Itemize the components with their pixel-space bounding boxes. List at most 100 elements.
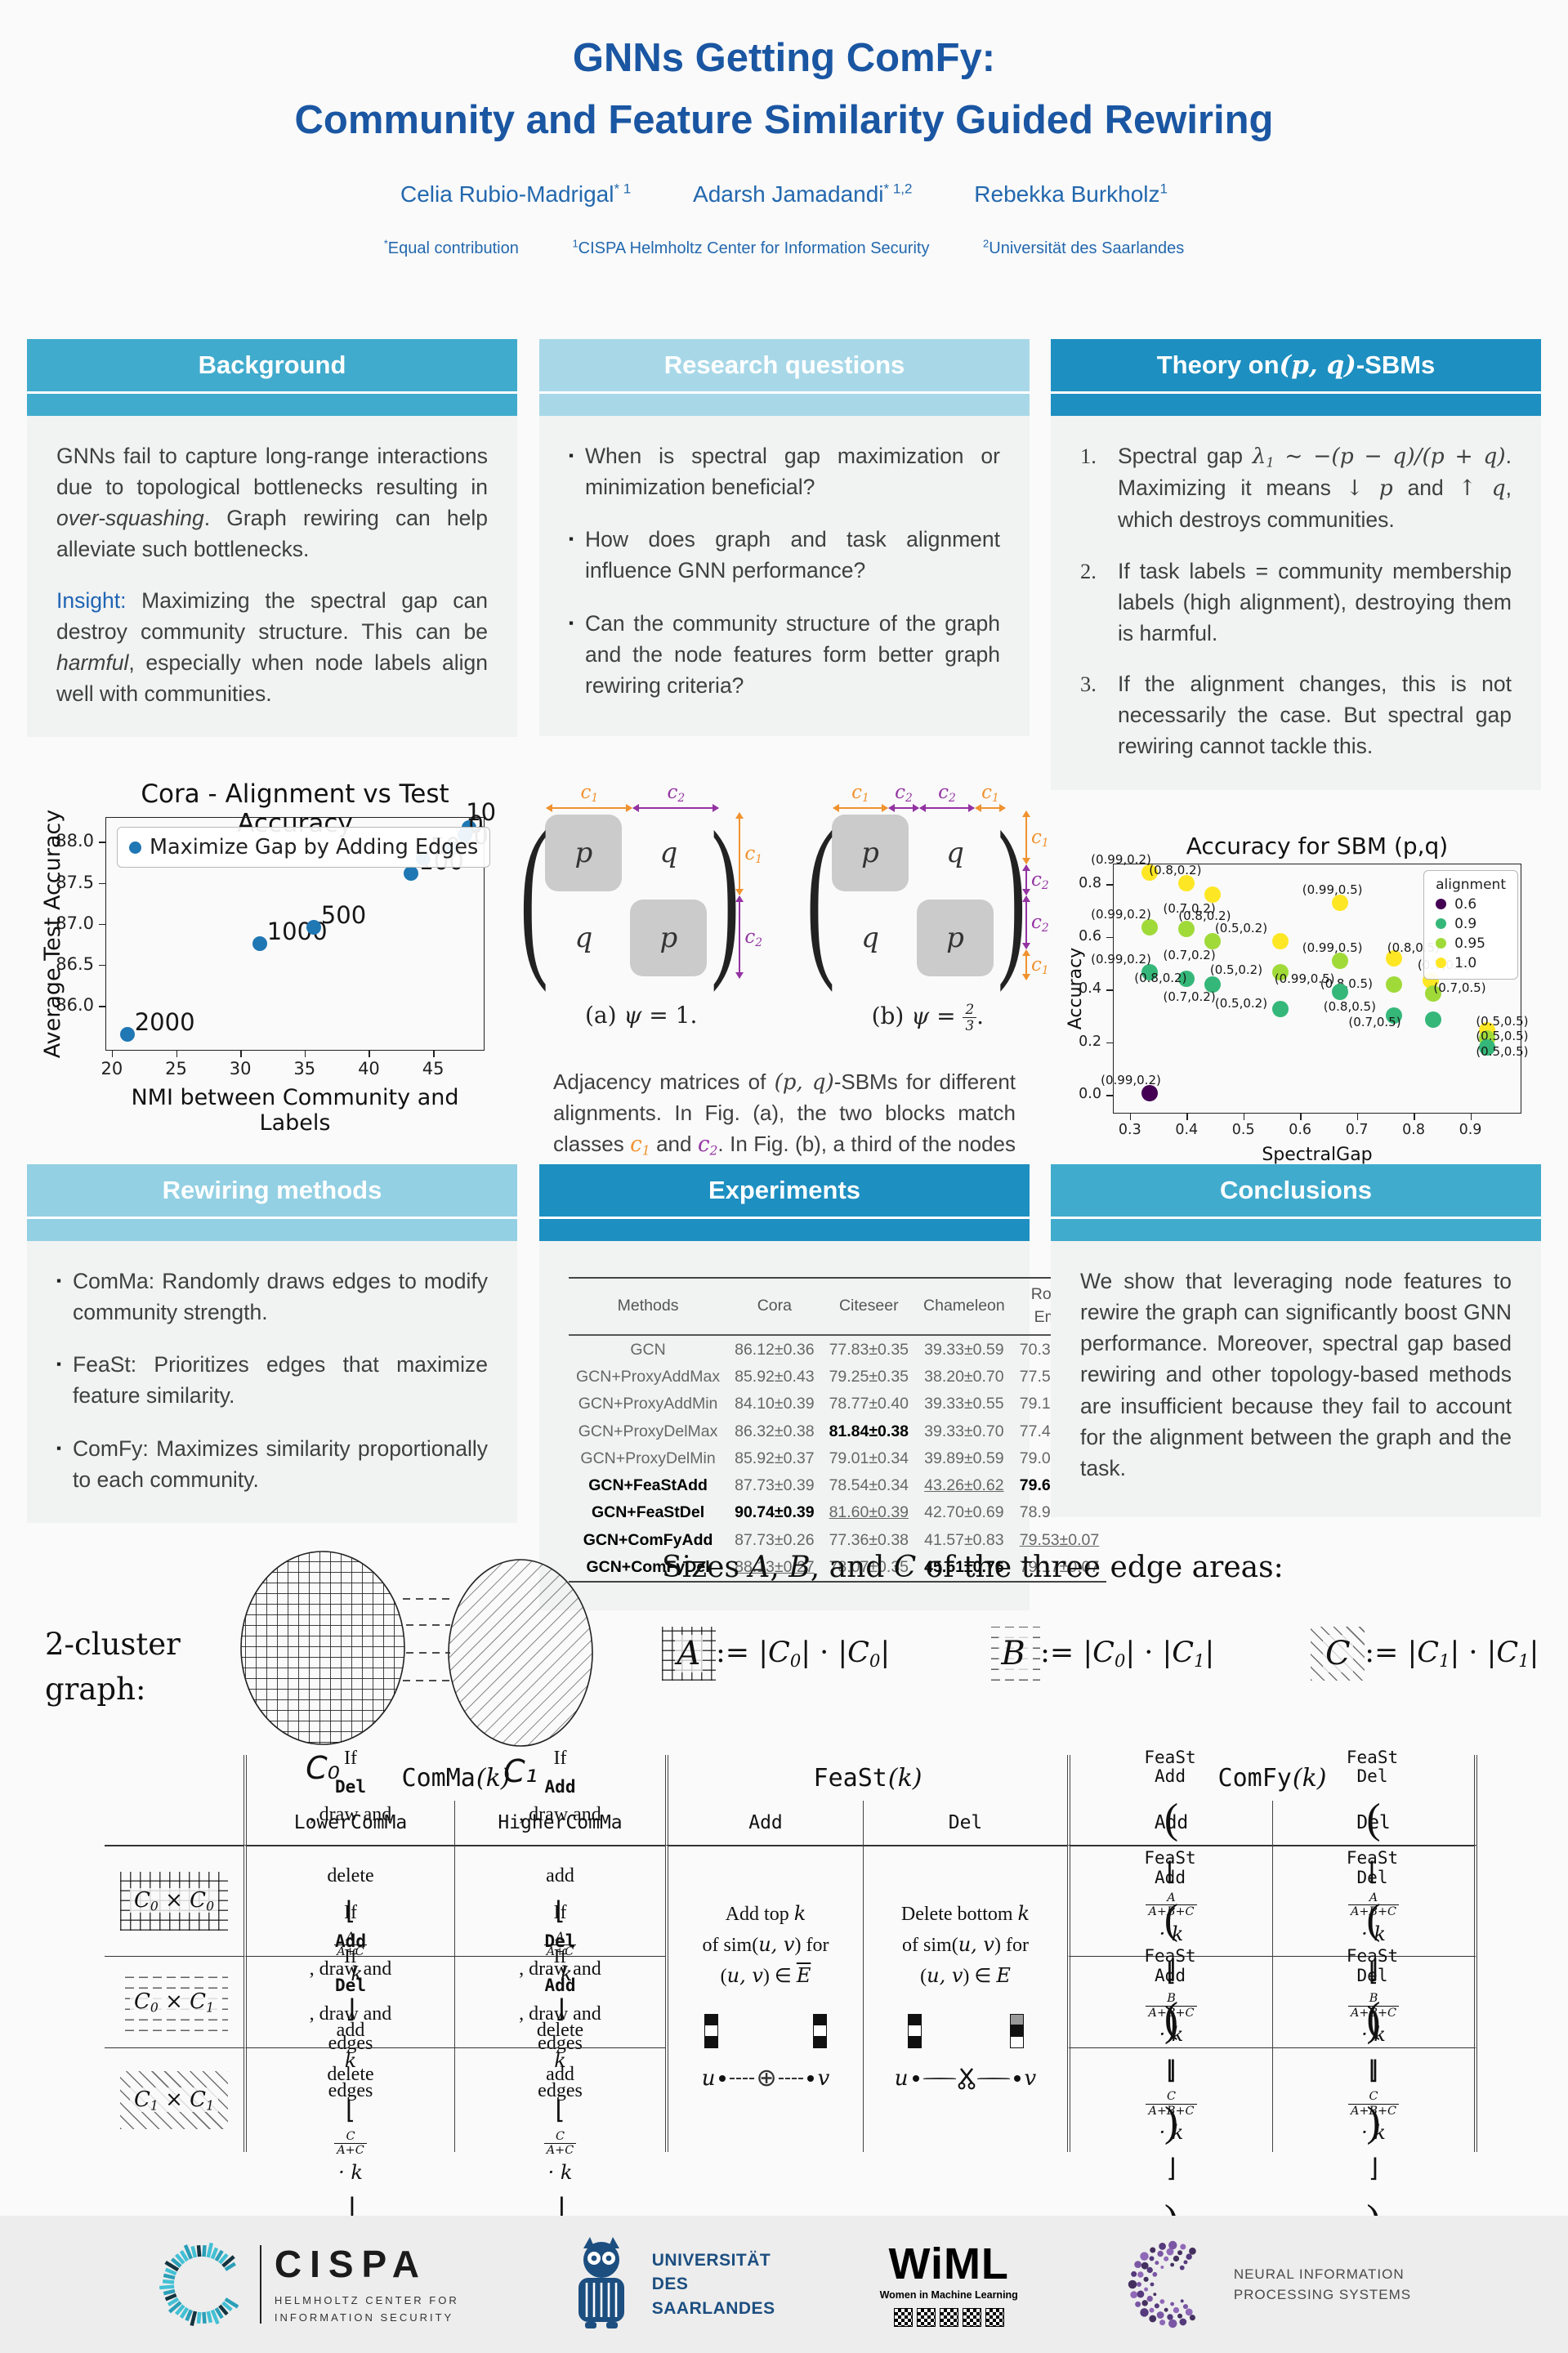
- block-matrix: p q q p: [828, 810, 998, 980]
- h-arrow: [833, 804, 888, 813]
- data-point: [1385, 976, 1402, 993]
- data-point: [119, 1027, 135, 1043]
- section-title: Background: [27, 339, 517, 391]
- y-axis-label: Average Test Accuracy: [40, 810, 65, 1059]
- h-arrow: [888, 804, 919, 813]
- section-research-questions: Research questions ▪ When is spectral gap…: [539, 339, 1030, 736]
- axis-tick: [433, 1051, 435, 1058]
- h-arrow: [632, 804, 720, 813]
- tick-label: 88.0: [56, 831, 94, 851]
- data-point: [1178, 921, 1195, 938]
- background-insight: Insight: Maximizing the spectral gap can…: [56, 587, 488, 707]
- sbm-accuracy-chart: Accuracy for SBM (p,q) 0.3 0.4 0.5 0.6 0.7 0.8…: [1051, 823, 1531, 1181]
- legend-label: 1.0: [1454, 954, 1477, 971]
- data-point: [1141, 919, 1159, 936]
- bullet-icon: ▪: [569, 448, 574, 463]
- chart-title: Cora - Alignment vs Test Accuracy: [141, 779, 449, 839]
- tick-label: 87.5: [56, 872, 94, 892]
- table-row: GCN+ProxyAddMin 84.10±0.39 78.77±0.40 39.33…: [578, 1395, 1100, 1413]
- author-list: Celia Rubio-Madrigal* 1 Adarsh Jamadandi…: [0, 181, 1568, 208]
- affiliation: *Equal contribution: [383, 237, 519, 257]
- point-label: (0.8,0.5): [1323, 999, 1376, 1015]
- legend-item: 1.0: [1436, 953, 1506, 973]
- data-point: [1425, 985, 1442, 1002]
- dashed-swatch: B: [986, 1627, 1041, 1681]
- axis-tick: [1129, 1113, 1132, 1120]
- column-header: Cora: [727, 1278, 822, 1337]
- feast-del-cell: Delete bottom k of sim(u, v) for (u, v) ∈ …: [863, 1845, 1067, 2152]
- legend-item: Maximize Gap by Adding Edges: [129, 833, 478, 861]
- h-arrow: [546, 804, 633, 813]
- inter-cluster-edges: [402, 1598, 452, 1681]
- data-point: [1178, 874, 1195, 891]
- header-strip: [539, 1217, 1030, 1241]
- scissors-icon: [958, 2068, 975, 2090]
- tick-label: 0.2: [1079, 1033, 1101, 1050]
- research-bullet: ▪ When is spectral gap maximization or mi…: [569, 440, 1000, 502]
- rewiring-bullet: ▪ FeaSt: Prioritizes edges that maximize …: [56, 1349, 488, 1411]
- data-point: [1331, 984, 1348, 1001]
- comma-cell: If Del, draw and delete k edges: [454, 1902, 665, 2101]
- header-strip: [539, 391, 1030, 416]
- cluster-figure-label: 2-cluster graph:: [45, 1626, 181, 1708]
- h-arrow: [975, 804, 1006, 813]
- conclusions-body: We show that leveraging node features to…: [1051, 1241, 1541, 1517]
- legend-label: 0.9: [1454, 915, 1477, 932]
- header-strip: [27, 391, 517, 416]
- diagonal-swatch: C: [1311, 1627, 1365, 1681]
- formula-A: A := |C0| · |C0|: [662, 1627, 890, 1681]
- feature-vector: [1009, 2013, 1024, 2048]
- h-arrow: [919, 804, 975, 813]
- c1-label: c1: [580, 782, 599, 805]
- table-row: GCN+ProxyDelMin 85.92±0.37 79.01±0.34 39.89…: [580, 1449, 1099, 1467]
- node-icon: [806, 2075, 814, 2083]
- chart-legend: alignment 0.6 0.9 0.95 1.0: [1423, 869, 1518, 980]
- header-strip: [27, 1217, 517, 1241]
- point-label: 500: [320, 900, 367, 929]
- affiliation: 2Universität des Saarlandes: [983, 237, 1185, 257]
- section-rewiring-methods: Rewiring methods ▪ ComMa: Randomly draws …: [27, 1164, 517, 1523]
- axis-tick: [99, 964, 105, 967]
- section-title: Theory on (p, q) -SBMs: [1051, 339, 1541, 391]
- legend-swatch: [129, 841, 141, 854]
- point-label: (0.99,0.5): [1302, 940, 1363, 955]
- bullet-icon: ▪: [56, 1440, 62, 1456]
- point-label: (0.99,0.2): [1091, 851, 1151, 867]
- axis-tick: [1186, 1113, 1188, 1120]
- p-block: p: [832, 815, 909, 892]
- data-point: [1425, 1011, 1442, 1029]
- c1-label: c1: [744, 842, 762, 866]
- data-point: [404, 866, 419, 882]
- column-header: Chameleon: [916, 1278, 1012, 1337]
- tick-label: 0.8: [1402, 1121, 1425, 1138]
- footer-logos: CISPA HELMHOLTZ CENTER FOR INFORMATION SE…: [0, 2216, 1568, 2353]
- bullet-icon: ▪: [56, 1273, 62, 1288]
- conclusions-text: We show that leveraging node features to…: [1080, 1269, 1512, 1480]
- tick-label: 0.6: [1079, 927, 1101, 944]
- p-block: p: [545, 815, 623, 892]
- data-point: [1178, 971, 1195, 988]
- rewiring-bullet: ▪ ComFy: Maximizes similarity proportiona…: [56, 1433, 488, 1495]
- point-label: (0.5,0.2): [1209, 962, 1263, 978]
- cispa-logo: CISPA HELMHOLTZ CENTER FOR INFORMATION SE…: [157, 2239, 459, 2329]
- data-point: [1385, 1007, 1402, 1025]
- data-point: [1204, 976, 1221, 993]
- point-label: (0.99,0.5): [1274, 971, 1335, 987]
- plot-area: [1113, 863, 1521, 1114]
- sbm-adjacency-figure: c1 c2 ( p q q p ) c1 c2: [520, 782, 1048, 1034]
- c0-label: C₀: [306, 1750, 340, 1786]
- cluster-c1: [448, 1559, 593, 1747]
- point-label: (0.5,0.5): [1476, 1014, 1529, 1029]
- tick-label: 35: [293, 1059, 316, 1079]
- node-icon: [1013, 2075, 1021, 2083]
- title-line-2: Community and Feature Similarity Guided …: [294, 97, 1274, 142]
- tick-label: 45: [422, 1059, 444, 1079]
- tick-label: 25: [165, 1059, 187, 1079]
- section-conclusions: Conclusions We show that leveraging node…: [1051, 1164, 1541, 1517]
- saarland-university-logo: UNIVERSITÄT DES SAARLANDES: [564, 2234, 775, 2335]
- neurips-dots-icon: [1128, 2240, 1196, 2328]
- table-row: GCN+FeaStDel 90.74±0.39 81.60±0.39 42.70±0.…: [591, 1503, 1099, 1522]
- legend-label: Maximize Gap by Adding Edges: [150, 835, 479, 860]
- point-label: (0.7,0.5): [1433, 980, 1486, 996]
